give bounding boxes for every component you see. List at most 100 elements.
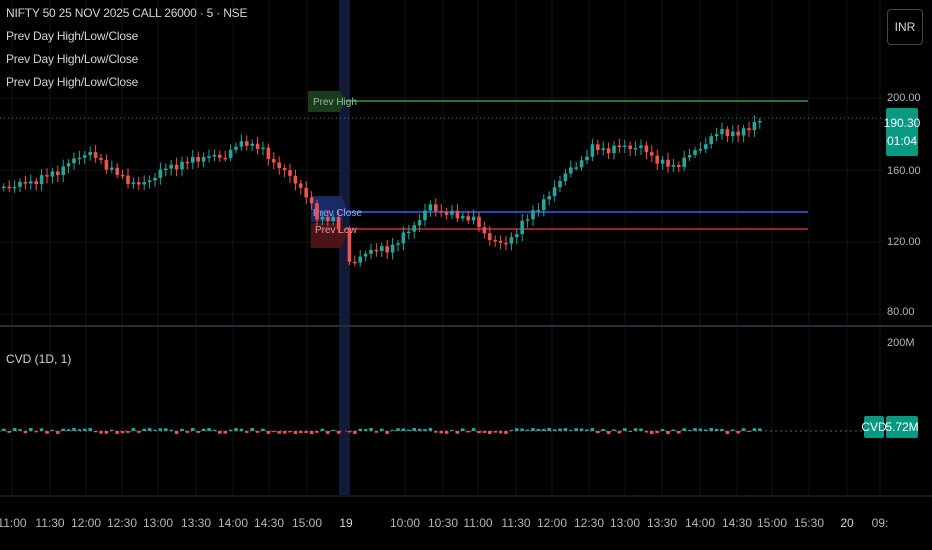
candle-body (461, 216, 465, 219)
candle-body (126, 175, 130, 184)
candle-body (498, 240, 503, 243)
time-axis-label: 13:30 (646, 516, 678, 530)
cvd-bar (612, 429, 616, 431)
candle-body (677, 165, 681, 167)
candle-body (509, 237, 514, 244)
time-axis-label: 11:30 (501, 516, 531, 530)
candle-body (531, 210, 535, 220)
candle-body (482, 227, 487, 234)
candle-body (315, 203, 319, 220)
time-axis-label: 09: (871, 516, 889, 530)
candle-body (358, 256, 362, 263)
candle-body (385, 246, 389, 253)
price-axis-label: 120.00 (887, 236, 921, 248)
candle-body (250, 143, 254, 146)
indicator-legend-2[interactable]: Prev Day High/Low/Close (6, 52, 139, 66)
cvd-bar (671, 429, 676, 431)
last-price-value: 190.30 (883, 116, 921, 130)
candle-body (239, 141, 244, 147)
cvd-bar (758, 428, 762, 431)
candle-body (29, 181, 33, 184)
candle-body (326, 216, 330, 222)
candle-body (666, 159, 670, 167)
cvd-bar (374, 431, 379, 433)
time-axis-label: 11:30 (35, 516, 65, 530)
cvd-bar (104, 431, 109, 434)
candle-body (542, 199, 546, 211)
candle-body (563, 173, 568, 182)
cvd-axis-label: 200M (887, 337, 915, 349)
cvd-bar (731, 429, 735, 431)
cvd-bar (315, 431, 319, 433)
candle-body (671, 165, 676, 167)
candle-body (288, 170, 292, 176)
cvd-bar (515, 428, 519, 431)
cvd-bar (498, 431, 503, 434)
candle-body (304, 187, 308, 198)
cvd-bar (50, 429, 55, 431)
candle-body (169, 164, 173, 169)
cvd-bar (196, 431, 200, 433)
prev-low-label: Prev Low (315, 225, 357, 236)
candle-body (655, 155, 659, 164)
symbol-title[interactable]: NIFTY 50 25 NOV 2025 CALL 26000 · 5 · NS… (6, 6, 248, 20)
indicator-legend-3[interactable]: Prev Day High/Low/Close (6, 75, 139, 89)
candle-body (693, 150, 697, 156)
candle-body (709, 136, 713, 145)
cvd-bar (369, 428, 373, 431)
candle-body (34, 181, 38, 185)
candle-body (207, 156, 211, 158)
candle-body (650, 152, 654, 156)
cvd-bar (142, 428, 146, 431)
candle-body (110, 167, 114, 170)
prev-close-label: Prev Close (313, 208, 362, 219)
price-axis-label: 160.00 (887, 165, 921, 177)
candle-body (228, 149, 233, 158)
chart-grid (0, 0, 884, 495)
candle-body (191, 156, 195, 163)
cvd-bar (628, 431, 632, 433)
cvd-bar (428, 428, 433, 431)
candle-body (401, 232, 406, 244)
cvd-bar (552, 429, 557, 431)
time-axis-label: 15:00 (291, 516, 323, 530)
candle-body (245, 141, 249, 146)
candle-body (115, 167, 119, 175)
cvd-bar (34, 431, 38, 433)
time-axis-label: 14:30 (721, 516, 753, 530)
time-axis-label: 12:30 (573, 516, 605, 530)
cvd-bar (455, 431, 460, 434)
time-axis-label: 14:30 (253, 516, 285, 530)
cvd-bar (520, 428, 524, 431)
cvd-bar (23, 431, 28, 434)
cvd-bar (2, 428, 6, 431)
cvd-bar (380, 428, 384, 431)
cvd-bar (228, 429, 233, 431)
cvd-bar (7, 431, 11, 433)
cvd-bar (423, 429, 427, 431)
cvd-bar (655, 431, 659, 434)
candle-body (547, 196, 551, 200)
candle-body (185, 161, 190, 164)
candle-body (698, 148, 703, 151)
cvd-bar (574, 428, 578, 431)
last-price-badge: 190.30 01:04 (883, 108, 921, 156)
cvd-bar (207, 428, 211, 431)
cvd-bar (471, 428, 476, 431)
currency-button[interactable]: INR (887, 9, 923, 45)
cvd-bar (234, 428, 238, 431)
cvd-bar (601, 428, 605, 431)
cvd-bar (693, 428, 697, 431)
time-axis-label: 10:00 (389, 516, 421, 530)
candle-body (439, 211, 443, 213)
candle-body (612, 145, 616, 154)
candle-body (153, 177, 157, 181)
candle-body (218, 154, 222, 158)
indicator-legend-1[interactable]: Prev Day High/Low/Close (6, 29, 139, 43)
cvd-legend[interactable]: CVD (1D, 1) (6, 352, 72, 366)
candle-body (299, 183, 303, 188)
cvd-bar (536, 428, 541, 431)
cvd-bar (677, 431, 681, 434)
cvd-bar (201, 428, 206, 431)
